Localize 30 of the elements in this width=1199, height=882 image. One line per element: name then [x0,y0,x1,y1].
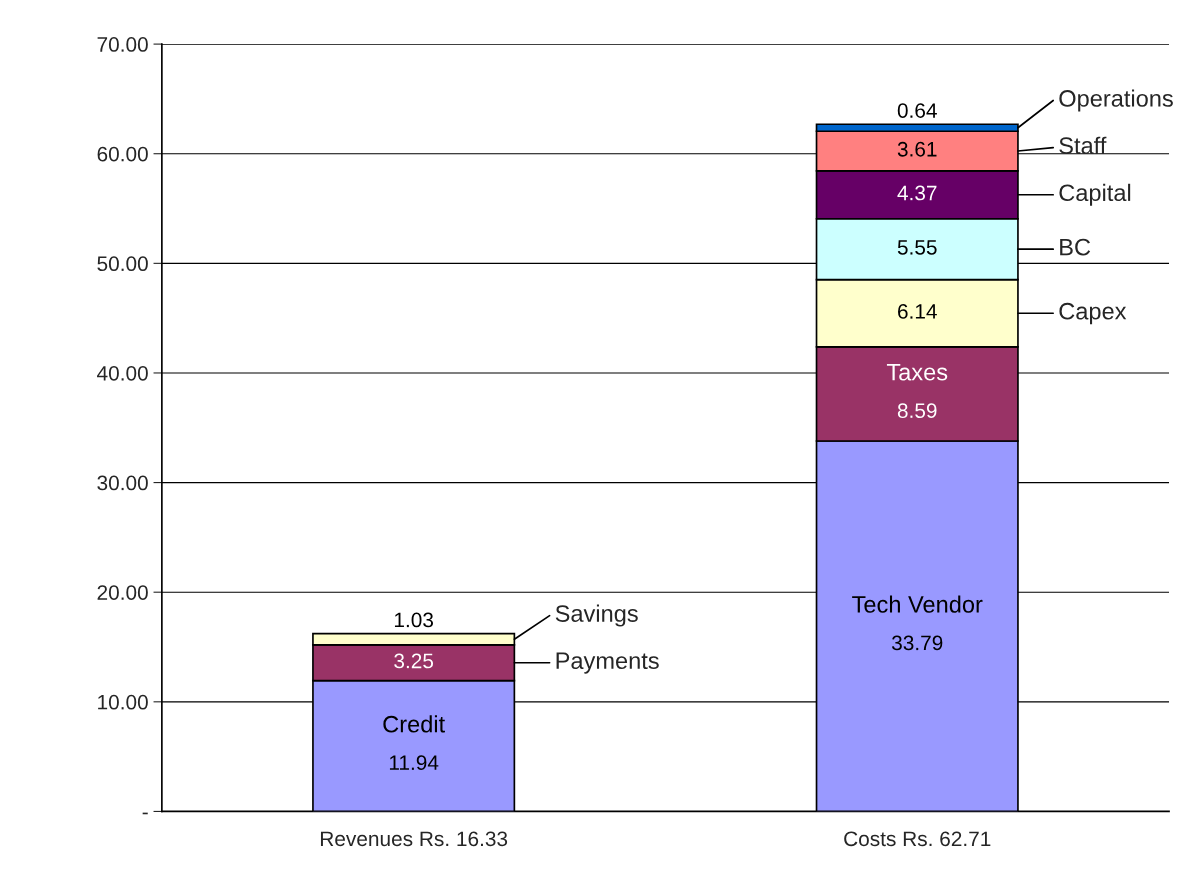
data-label: 5.55 [897,240,937,255]
y-tick-label: 70.00 [97,37,148,52]
data-label: 33.79 [891,635,943,651]
legend-label: Payments [556,652,659,674]
series-label: Credit [383,715,445,733]
data-label: 4.37 [897,185,937,201]
data-label: 8.59 [897,403,937,419]
legend-label: Staff [1059,136,1107,154]
y-tick-label: 30.00 [97,475,148,491]
y-tick-label: 60.00 [97,146,148,162]
series-label: Tech Vendor [852,595,983,613]
y-tick-label: 40.00 [97,365,148,381]
y-tick-label: - [142,812,148,815]
data-label: 3.25 [394,653,434,669]
y-tick-label: 50.00 [97,256,148,272]
data-label: 3.61 [897,141,937,157]
legend-label: Capital [1059,183,1131,206]
legend-label: Capex [1059,302,1127,325]
legend-label: Savings [555,604,638,627]
data-label: 6.14 [898,304,937,319]
data-label: 1.03 [394,612,434,628]
data-label: 11.94 [389,755,439,771]
series-label: Taxes [886,364,948,381]
data-label: 0.64 [897,103,937,118]
legend-label: BC [1060,238,1091,256]
y-tick-label: 10.00 [98,694,148,710]
legend-label: Operations [1059,89,1173,112]
y-tick-label: 20.00 [97,585,148,600]
x-tick-label: Revenues Rs. 16.33 [320,831,508,847]
x-tick-label: Costs Rs. 62.71 [844,831,991,847]
